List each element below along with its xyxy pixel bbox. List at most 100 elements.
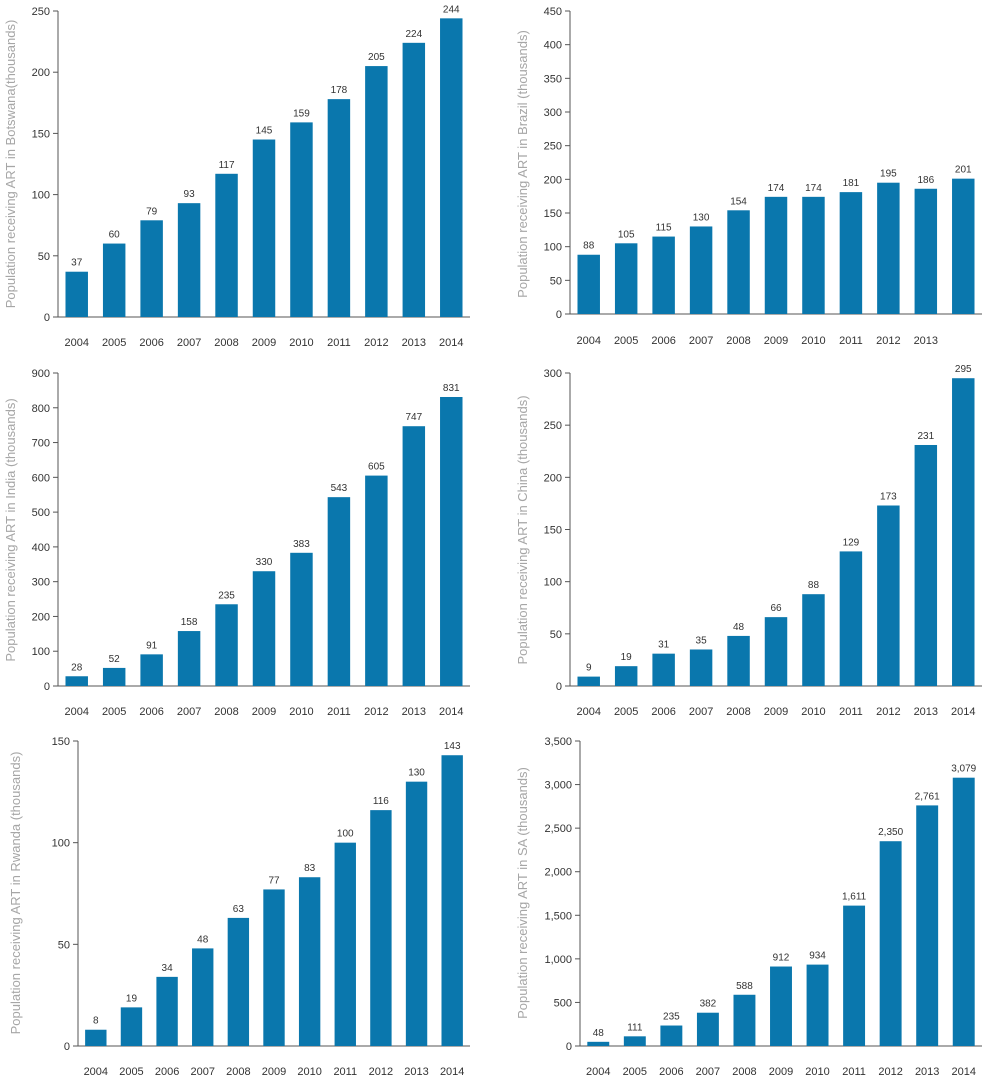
y-tick-label: 250 <box>544 420 562 432</box>
data-label: 19 <box>621 652 633 663</box>
x-tick-label: 2012 <box>364 337 388 349</box>
data-label: 63 <box>233 904 245 915</box>
bar <box>879 841 902 1046</box>
x-tick-label: 2009 <box>764 706 788 718</box>
data-label: 31 <box>658 640 670 651</box>
bar <box>177 203 201 317</box>
data-label: 9 <box>586 663 592 674</box>
x-tick-label: 2007 <box>689 335 713 347</box>
y-tick-label: 150 <box>32 128 50 140</box>
bar <box>102 243 126 317</box>
x-tick-label: 2009 <box>769 1066 793 1078</box>
chart-panel-6: 0 500 1,000 1,500 2,000 2,500 3,000 3,500 Popula… <box>515 736 982 1078</box>
y-tick-label: 100 <box>544 577 562 589</box>
bar <box>290 552 313 686</box>
bar <box>263 889 285 1046</box>
x-tick-label: 2011 <box>839 706 863 718</box>
y-tick-label: 2,000 <box>544 867 572 879</box>
y-tick-label: 150 <box>544 525 562 537</box>
bar <box>614 243 638 314</box>
bar <box>802 196 825 314</box>
bar <box>839 551 863 686</box>
data-label: 3,079 <box>951 764 976 775</box>
y-tick-label: 100 <box>32 190 50 202</box>
bar <box>327 497 351 686</box>
y-tick-label: 300 <box>544 107 562 119</box>
x-tick-label: 2012 <box>876 706 900 718</box>
data-label: 934 <box>809 951 826 962</box>
x-tick-label: 2007 <box>696 1066 720 1078</box>
bar <box>914 444 938 686</box>
bar <box>140 220 163 317</box>
data-label: 383 <box>293 539 310 550</box>
data-label: 91 <box>146 640 158 651</box>
data-label: 330 <box>256 557 273 568</box>
y-tick-label: 400 <box>32 542 50 554</box>
y-tick-label: 100 <box>32 646 50 658</box>
y-tick-label: 0 <box>44 681 50 693</box>
x-tick-label: 2012 <box>876 335 900 347</box>
bar <box>215 173 238 317</box>
data-label: 195 <box>880 169 897 180</box>
x-tick-label: 2009 <box>764 335 788 347</box>
bar <box>440 396 463 686</box>
data-label: 173 <box>880 492 897 503</box>
bar <box>440 18 463 318</box>
y-tick-label: 1,500 <box>544 910 572 922</box>
bar <box>877 505 900 686</box>
x-tick-label: 2008 <box>214 337 238 349</box>
x-tick-label: 2010 <box>805 1066 829 1078</box>
y-tick-label: 0 <box>64 1041 70 1053</box>
y-tick-label: 3,500 <box>544 736 572 748</box>
x-tick-label: 2013 <box>915 1066 939 1078</box>
y-tick-label: 300 <box>544 368 562 380</box>
y-tick-label: 2,500 <box>544 823 572 835</box>
x-tick-label: 2008 <box>214 706 238 718</box>
y-tick-label: 200 <box>32 67 50 79</box>
chart-panel-5: 0 50 100 150 Population receiving ART in Rwa… <box>8 736 470 1078</box>
bar <box>770 966 792 1046</box>
bar <box>696 1012 719 1046</box>
x-tick-label: 2012 <box>369 1066 393 1078</box>
y-tick-label: 100 <box>52 838 70 850</box>
x-tick-label: 2011 <box>327 706 351 718</box>
y-tick-label: 200 <box>32 611 50 623</box>
x-tick-label: 2006 <box>659 1066 683 1078</box>
x-tick-label: 2004 <box>64 337 88 349</box>
bar <box>140 654 163 686</box>
bar <box>85 1029 107 1046</box>
y-tick-label: 0 <box>556 309 562 321</box>
data-label: 543 <box>331 483 348 494</box>
chart-panel-4: 0 50 100 150 200 250 300 Population receiving A… <box>515 364 982 718</box>
y-tick-label: 1,000 <box>544 954 572 966</box>
data-label: 224 <box>405 29 422 40</box>
data-label: 831 <box>443 383 460 394</box>
bar <box>623 1036 646 1046</box>
x-tick-label: 2012 <box>878 1066 902 1078</box>
y-tick-label: 3,000 <box>544 780 572 792</box>
y-tick-label: 150 <box>52 736 70 748</box>
y-tick-label: 250 <box>32 6 50 18</box>
data-label: 2,761 <box>915 791 940 802</box>
y-axis-title: Population receiving ART in India (thous… <box>3 398 18 661</box>
data-label: 588 <box>736 981 753 992</box>
y-tick-label: 50 <box>550 629 562 641</box>
bar <box>405 781 428 1046</box>
bar <box>370 810 392 1046</box>
x-tick-label: 2004 <box>64 706 88 718</box>
x-tick-label: 2004 <box>576 706 600 718</box>
data-label: 8 <box>93 1016 99 1027</box>
bar <box>806 964 829 1046</box>
y-tick-label: 600 <box>32 472 50 484</box>
bar <box>577 254 600 314</box>
bar <box>252 571 276 686</box>
data-label: 88 <box>583 241 595 252</box>
data-label: 1,611 <box>842 892 867 903</box>
bar <box>156 976 178 1046</box>
x-tick-label: 2009 <box>262 1066 286 1078</box>
bar <box>227 917 250 1046</box>
data-label: 235 <box>663 1012 680 1023</box>
x-tick-label: 2004 <box>576 335 600 347</box>
data-label: 19 <box>126 993 138 1004</box>
data-label: 35 <box>696 635 708 646</box>
